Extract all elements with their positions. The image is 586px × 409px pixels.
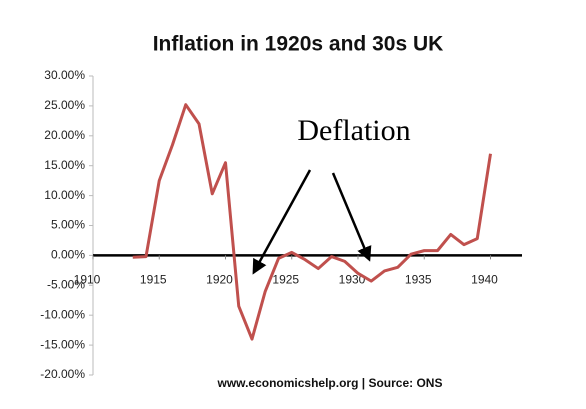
y-tick-label: -5.00%: [47, 277, 85, 291]
chart-title: Inflation in 1920s and 30s UK: [153, 33, 444, 56]
y-tick-label: 5.00%: [51, 218, 85, 232]
y-tick-label: 10.00%: [44, 188, 85, 202]
x-tick-label: 1940: [471, 273, 498, 287]
y-tick-label: -20.00%: [40, 367, 85, 381]
x-tick-label: 1925: [272, 273, 299, 287]
x-tick-label: 1915: [140, 273, 167, 287]
x-tick-label: 1910: [74, 273, 101, 287]
y-tick-label: 25.00%: [44, 98, 85, 112]
y-tick-label: 15.00%: [44, 158, 85, 172]
x-tick-label: 1930: [339, 273, 366, 287]
x-tick-label: 1920: [206, 273, 233, 287]
source: www.economicshelp.org | Source: ONS: [217, 376, 443, 390]
y-tick-label: -15.00%: [40, 337, 85, 351]
x-tick-label: 1935: [405, 273, 432, 287]
arrow: [331, 172, 372, 262]
annotation: Deflation: [297, 114, 410, 147]
y-tick-label: 0.00%: [51, 248, 85, 262]
y-tick-label: 20.00%: [44, 128, 85, 142]
y-tick-label: 30.00%: [44, 68, 85, 82]
y-tick-label: -10.00%: [40, 307, 85, 321]
line-series: [132, 103, 492, 341]
